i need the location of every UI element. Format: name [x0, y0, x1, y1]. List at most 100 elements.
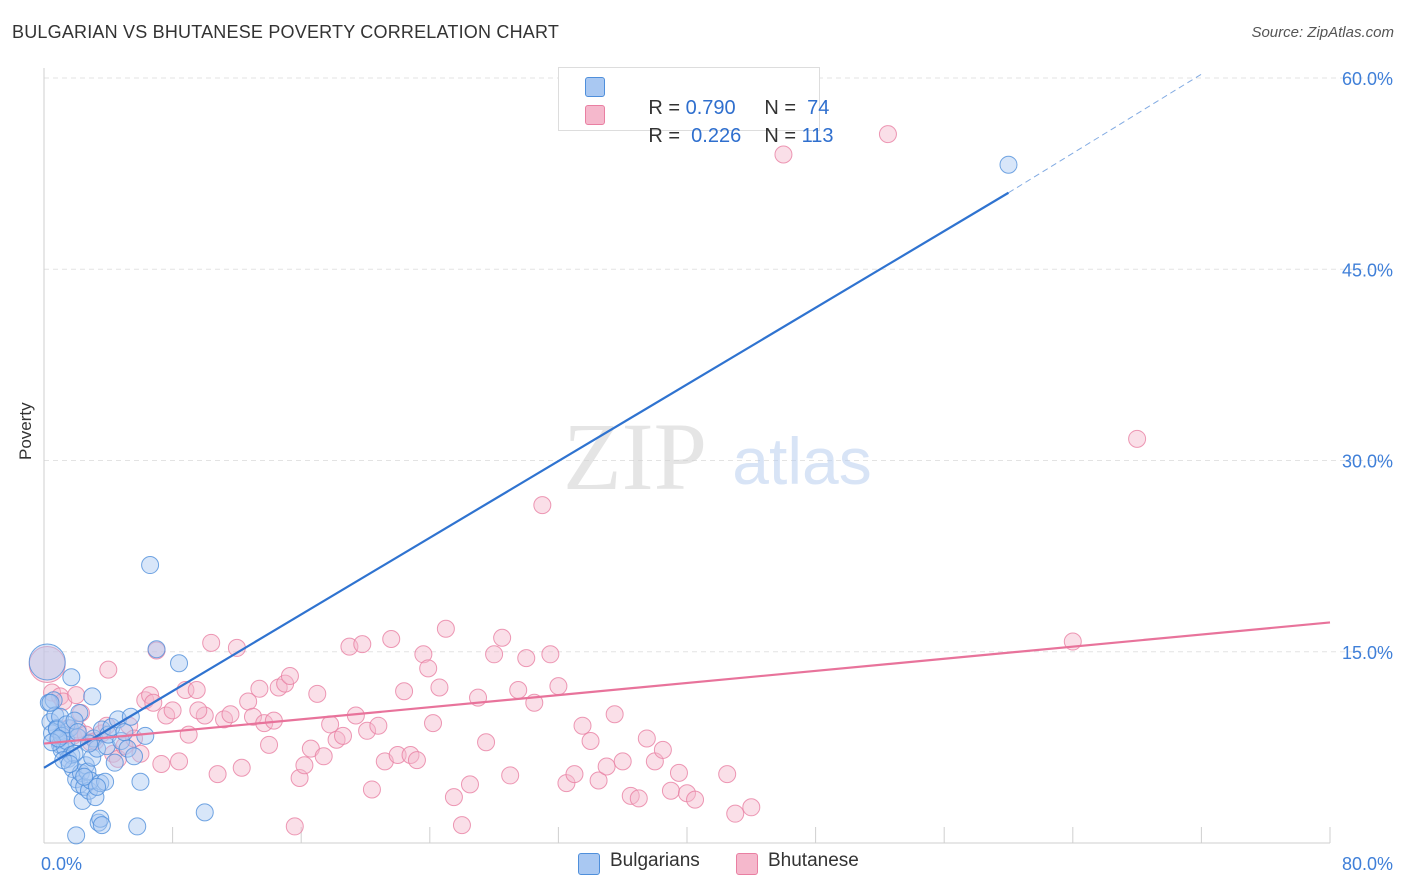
bhutanese-point: [501, 766, 520, 785]
bhutanese-point: [99, 660, 118, 679]
bhutanese-point: [382, 630, 401, 648]
bulgarian-point: [131, 772, 150, 791]
bulgarian-point: [83, 748, 102, 767]
bhutanese-point: [388, 746, 407, 765]
bhutanese-point: [243, 707, 262, 726]
bhutanese-point: [452, 816, 471, 835]
axes: [43, 68, 1331, 844]
bhutanese-point: [295, 756, 314, 775]
bhutanese-point: [407, 751, 426, 770]
watermark-zip: ZIP: [563, 403, 707, 510]
bulgarian-point: [68, 723, 87, 742]
stats-legend: R = 0.790 N = 74 R = 0.226 N = 113: [558, 67, 833, 147]
bulgarian-point: [136, 726, 155, 745]
blue-swatch-icon: [585, 77, 605, 97]
bhutanese-point: [533, 496, 552, 515]
bulgarian-point: [125, 747, 144, 766]
n-value: 74: [801, 97, 830, 119]
pink-swatch-icon: [585, 105, 605, 125]
bulgarian-point: [60, 754, 79, 773]
x-tick-label-max: 80.0%: [1342, 854, 1393, 874]
bhutanese-point: [333, 726, 352, 745]
bhutanese-point: [686, 790, 705, 809]
y-tick-label: 60.0%: [1342, 69, 1393, 89]
bhutanese-point: [202, 633, 221, 652]
bhutanese-point: [163, 701, 182, 720]
bhutanese-point: [187, 681, 206, 699]
bhutanese-point: [414, 645, 433, 664]
bhutanese-point: [742, 798, 761, 817]
bhutanese-point: [485, 645, 504, 664]
bhutanese-point: [581, 732, 600, 750]
bhutanese-point: [549, 677, 568, 696]
bulgarian-point: [62, 668, 81, 687]
y-tick-label: 30.0%: [1342, 452, 1393, 472]
bulgarian-point: [49, 729, 68, 748]
bhutanese-point: [314, 747, 333, 766]
bhutanese-point: [541, 645, 560, 664]
bhutanese-point: [232, 758, 251, 777]
blue-swatch-icon: [578, 853, 600, 875]
bhutanese-point: [285, 817, 304, 836]
bhutanese-point: [597, 757, 616, 776]
bhutanese-point: [661, 781, 680, 800]
watermark: ZIP atlas: [563, 403, 872, 510]
legend-label-bhutanese: Bhutanese: [768, 850, 859, 871]
bhutanese-point: [613, 752, 632, 771]
r-value: 0.790: [685, 97, 736, 119]
bhutanese-point: [189, 701, 208, 720]
y-tick-label: 15.0%: [1342, 643, 1393, 663]
bhutanese-point: [573, 716, 592, 735]
bulgarian-point: [44, 691, 63, 710]
bhutanese-point: [260, 735, 279, 754]
bulgarian-point: [999, 155, 1018, 174]
bhutanese-point: [774, 145, 793, 164]
bhutanese-point: [629, 789, 648, 808]
bulgarian-point: [115, 723, 134, 742]
bulgarian-point: [65, 711, 84, 730]
bhutanese-point: [517, 649, 536, 668]
bulgarian-point: [75, 767, 94, 786]
source-credit: Source: ZipAtlas.com: [1251, 24, 1394, 41]
bhutanese-point: [589, 771, 608, 790]
bulgarian-point: [28, 643, 66, 681]
bulgarian-point: [195, 803, 214, 822]
bulgarian-point: [91, 809, 110, 828]
bulgarian-point: [141, 556, 160, 575]
tick-labels: 15.0% 30.0% 45.0% 60.0% 0.0% 80.0%: [41, 69, 1393, 874]
bulgarian-point: [88, 777, 107, 796]
x-tick-label-min: 0.0%: [41, 854, 82, 874]
bhutanese-point: [653, 740, 672, 759]
bhutanese-point: [362, 780, 381, 799]
r-value: 0.226: [685, 125, 742, 147]
bulgarian-points: [28, 155, 1018, 845]
bulgarian-point: [170, 654, 189, 673]
bhutanese-trendline: [43, 621, 1331, 745]
bhutanese-point: [444, 788, 463, 807]
bhutanese-point: [353, 635, 372, 654]
bhutanese-point: [208, 765, 227, 784]
bhutanese-point: [419, 659, 438, 678]
bhutanese-point: [605, 705, 624, 724]
bhutanese-point: [493, 628, 512, 647]
bhutanese-point: [358, 721, 377, 740]
bhutanese-point: [637, 729, 656, 748]
bulgarian-point: [105, 753, 124, 772]
r-label: R =: [648, 125, 686, 147]
bhutanese-point: [369, 716, 388, 735]
bhutanese-point: [436, 619, 455, 638]
bhutanese-point: [170, 752, 189, 771]
r-label: R =: [648, 97, 686, 119]
y-tick-label: 45.0%: [1342, 260, 1393, 280]
legend-label-bulgarians: Bulgarians: [610, 850, 700, 871]
n-label: N =: [764, 125, 802, 147]
bulgarian-point: [67, 826, 86, 845]
n-value: 113: [801, 125, 834, 147]
bhutanese-point: [460, 775, 479, 794]
bhutanese-point: [565, 765, 584, 784]
bhutanese-point: [718, 765, 737, 784]
n-label: N =: [764, 97, 802, 119]
trendlines: [43, 73, 1331, 769]
bhutanese-point: [878, 125, 897, 144]
